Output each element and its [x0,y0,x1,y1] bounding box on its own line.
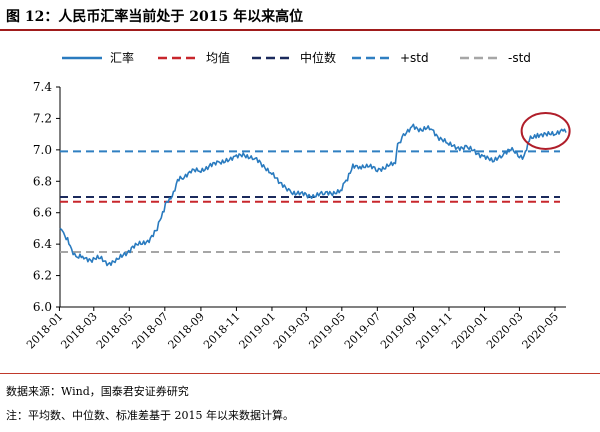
legend-label-rate: 汇率 [110,50,134,65]
x-tick-label: 2019-05 [306,310,348,352]
series [59,123,567,267]
footnote: 注：平均数、中位数、标准差基于 2015 年以来数据计算。 [6,409,294,422]
x-tick-label: 2018-09 [166,310,208,352]
x-tick-label: 2020-03 [484,310,526,352]
x-tick-label: 2018-11 [201,310,243,352]
x-tick-label: 2018-03 [58,310,100,352]
x-tick-label: 2019-03 [271,310,313,352]
series-line-rate [59,123,567,267]
legend-label-plus_std: +std [400,51,429,65]
annotations [520,112,571,150]
x-tick-label: 2020-01 [449,310,491,352]
bottom-rule [0,373,600,374]
x-tick-label: 2019-11 [414,310,456,352]
y-tick-label: 6.4 [33,237,52,251]
x-tick-label: 2018-01 [24,310,66,352]
x-tick-label: 2020-05 [520,310,562,352]
y-tick-label: 7.0 [33,143,52,157]
legend-label-minus_std: -std [508,51,531,65]
y-tick-label: 6.2 [33,269,52,283]
source-note: 数据来源：Wind，国泰君安证券研究 [6,385,189,398]
x-tick-label: 2018-05 [94,310,136,352]
y-tick-label: 6.8 [33,174,52,188]
figure-title: 图 12：人民币汇率当前处于 2015 年以来高位 [6,9,304,25]
legend-label-mean: 均值 [206,50,230,65]
reference-lines [60,150,560,253]
y-tick-label: 7.4 [33,80,52,94]
legend-label-median: 中位数 [300,50,336,65]
axes: 6.06.26.46.66.87.07.27.42018-012018-0320… [24,80,566,351]
x-tick-label: 2018-07 [129,310,171,352]
y-tick-label: 7.2 [33,111,52,125]
y-tick-label: 6.0 [33,300,52,314]
title-rule [0,29,600,31]
chart: 汇率 均值 中位数 +std -std 6.0 6.2 6.4 6.6 6.8 7.0 7.2 7.4… [24,50,571,351]
x-tick-label: 2019-07 [342,310,384,352]
x-tick-label: 2019-01 [237,310,279,352]
legend: 汇率 均值 中位数 +std -std [62,50,531,65]
highlight-circle [520,112,571,150]
x-tick-label: 2019-09 [378,310,420,352]
y-tick-label: 6.6 [33,206,52,220]
